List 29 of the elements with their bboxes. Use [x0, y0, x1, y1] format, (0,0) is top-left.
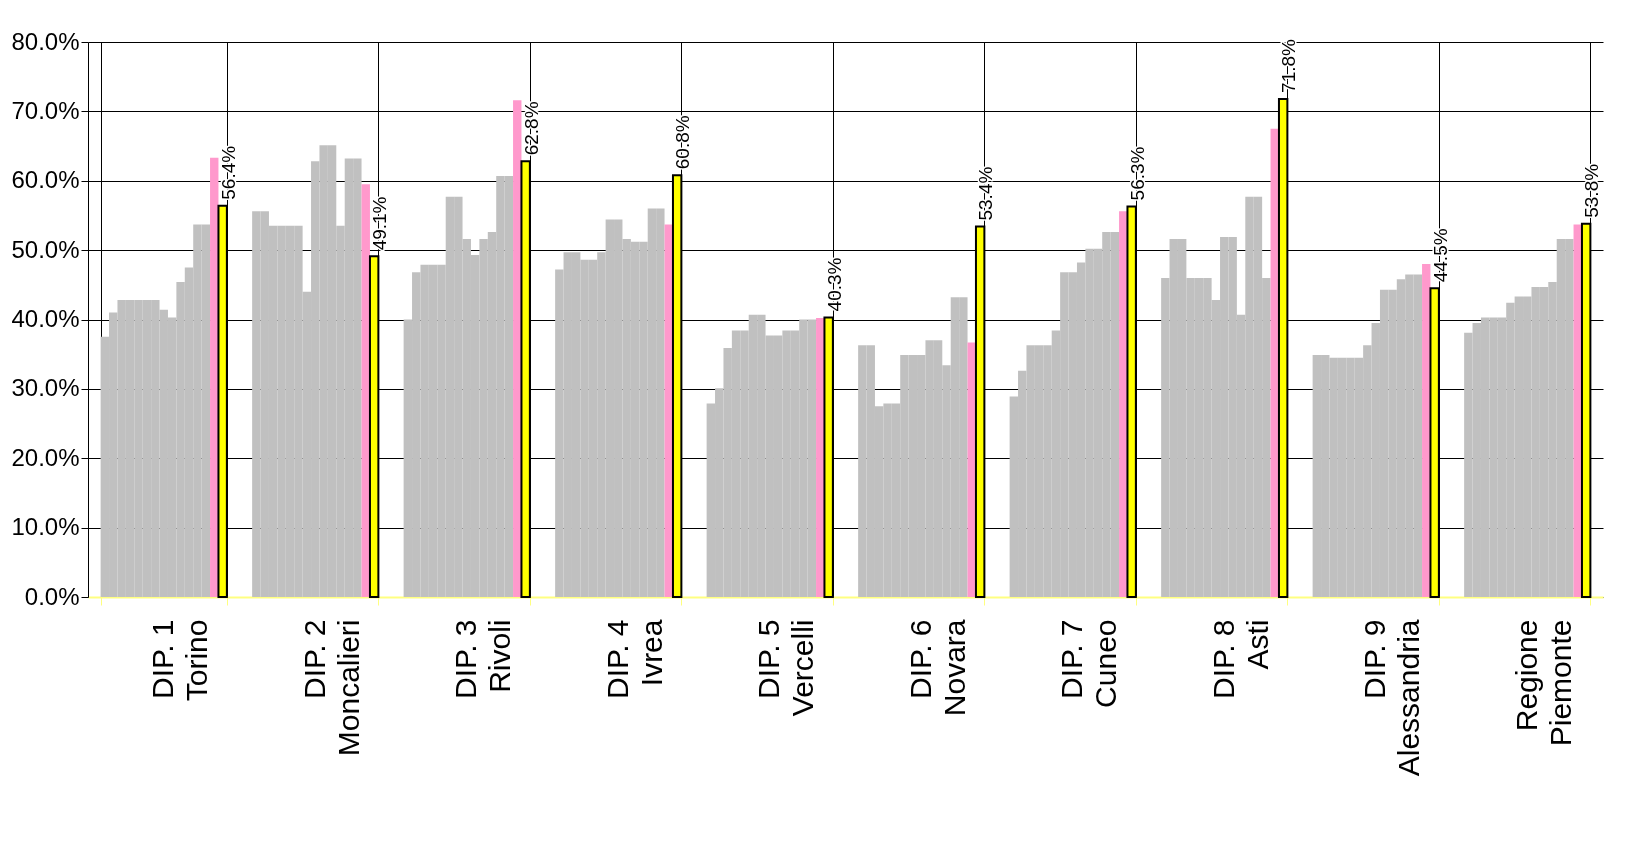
data-label: 60.8%	[672, 115, 694, 170]
y-tick-label: 10.0%	[11, 513, 80, 541]
y-tick-label: 20.0%	[11, 443, 80, 471]
x-tick-label: DIP. 7 Cuneo	[1055, 619, 1123, 708]
y-tick-label: 70.0%	[11, 96, 80, 124]
y-tick-label: 80.0%	[11, 27, 80, 55]
x-tick-label: Regione Piemonte	[1509, 619, 1577, 747]
data-label: 53.8%	[1581, 163, 1603, 218]
data-label: 56.3%	[1126, 146, 1148, 201]
x-tick-label: DIP. 2 Moncalieri	[297, 619, 365, 757]
x-tick-label: DIP. 6 Novara	[903, 619, 971, 717]
data-label: 44.5%	[1429, 228, 1451, 283]
data-label: 56.4%	[217, 145, 239, 200]
x-tick-label: DIP. 5 Vercelli	[752, 619, 820, 717]
x-tick-label: DIP. 8 Asti	[1206, 619, 1274, 699]
y-tick-label: 0.0%	[24, 582, 80, 610]
data-label: 71.8%	[1278, 38, 1300, 93]
data-label: 62.8%	[520, 101, 542, 156]
data-label: 40.3%	[823, 257, 845, 312]
y-tick-label: 50.0%	[11, 235, 80, 263]
y-tick-label: 40.0%	[11, 305, 80, 332]
y-tick-label: 30.0%	[11, 374, 80, 402]
data-label: 49.1%	[369, 196, 391, 251]
x-tick-label: DIP. 9 Alessandria	[1358, 619, 1426, 777]
x-tick-label: DIP. 4 Ivrea	[600, 619, 668, 699]
y-tick-label: 60.0%	[11, 166, 80, 194]
x-tick-label: DIP. 3 Rivoli	[449, 619, 517, 699]
x-tick-label: DIP. 1 Torino	[146, 619, 214, 702]
data-label: 53.4%	[975, 166, 997, 221]
